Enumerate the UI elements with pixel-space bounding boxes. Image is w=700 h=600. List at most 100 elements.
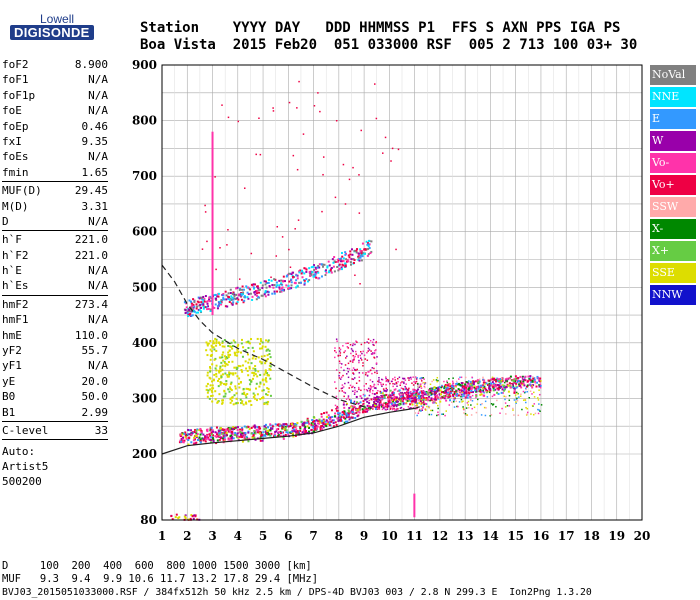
es-point xyxy=(263,354,266,357)
multihop-point xyxy=(363,248,366,251)
x-trace-point xyxy=(473,381,476,384)
x-trace-point xyxy=(469,384,472,387)
tail-point xyxy=(449,387,452,390)
param-label: yF2 xyxy=(2,344,22,358)
spread-point xyxy=(398,376,401,379)
tail-point xyxy=(526,413,528,415)
es-point xyxy=(224,365,227,368)
multihop-point xyxy=(340,257,343,260)
param-row: M(D) 3.31 xyxy=(2,199,108,214)
spread-point xyxy=(391,394,394,396)
x-trace-point xyxy=(466,396,469,399)
o-trace-point xyxy=(221,428,224,431)
multihop-point xyxy=(288,280,291,283)
spread-point xyxy=(415,405,417,407)
legend-item-noval: NoVal xyxy=(650,65,696,85)
es-point xyxy=(222,399,225,402)
multihop-point xyxy=(368,239,371,242)
o-trace-point xyxy=(513,381,516,384)
noise-point xyxy=(255,153,257,156)
spread-point xyxy=(335,338,338,340)
o-trace-point xyxy=(218,438,221,441)
o-trace-point xyxy=(498,378,501,381)
spread-point xyxy=(382,388,385,390)
o-trace-point xyxy=(225,433,228,436)
spread-point xyxy=(381,395,383,397)
x-trace-point xyxy=(263,425,266,428)
spread-point xyxy=(346,346,349,348)
tail-point xyxy=(417,412,420,414)
multihop-point xyxy=(261,286,264,289)
multihop-point xyxy=(214,303,217,306)
o-trace-point xyxy=(380,405,383,408)
x-trace-point xyxy=(223,436,226,439)
x-trace-point xyxy=(259,439,262,442)
multihop-point xyxy=(367,242,370,245)
o-trace-point xyxy=(315,419,318,422)
spread-point xyxy=(351,349,354,352)
es-point xyxy=(227,388,230,391)
spread-point xyxy=(349,343,352,346)
profile-solid-line xyxy=(161,406,420,455)
x-trace-point xyxy=(509,384,512,387)
divider xyxy=(2,230,108,232)
spread-point xyxy=(408,379,410,381)
x-trace-point xyxy=(479,390,482,393)
o-trace-point xyxy=(539,380,542,383)
tail-point xyxy=(532,376,534,378)
es-point xyxy=(261,347,264,350)
o-trace-point xyxy=(350,409,353,412)
es-point xyxy=(244,394,247,397)
param-row: foE N/A xyxy=(2,103,108,118)
spread-point xyxy=(353,368,356,371)
tail-point xyxy=(432,402,434,404)
multihop-point xyxy=(327,260,330,263)
param-label: hmF1 xyxy=(2,313,29,327)
spread-point xyxy=(346,355,348,358)
tail-point xyxy=(479,388,482,391)
spread-point xyxy=(339,348,342,351)
multihop-point xyxy=(200,303,203,306)
tail-point xyxy=(448,378,450,380)
x-trace-point xyxy=(507,390,510,393)
multihop-point xyxy=(300,272,303,275)
multihop-point xyxy=(321,263,324,266)
tail-point xyxy=(440,386,443,389)
multihop-point xyxy=(345,260,348,263)
tail-point xyxy=(470,414,473,416)
es-point xyxy=(207,389,210,392)
o-trace-point xyxy=(486,389,489,392)
param-row: B0 50.0 xyxy=(2,389,108,404)
multihop-point xyxy=(278,279,281,282)
es-point xyxy=(235,366,238,369)
x-trace-point xyxy=(388,395,391,398)
es-point xyxy=(245,396,248,399)
o-trace-point xyxy=(392,397,395,400)
x-trace-point xyxy=(460,382,463,385)
spread-point xyxy=(388,399,390,402)
x-trace-point xyxy=(345,412,348,415)
x-trace-point xyxy=(440,391,443,394)
es-point xyxy=(256,337,259,340)
multihop-point xyxy=(246,291,249,294)
multihop-point xyxy=(219,301,222,304)
tail-point xyxy=(437,379,439,382)
tail-point xyxy=(518,396,520,398)
spread-point xyxy=(386,408,389,411)
y-tick-label: 800 xyxy=(132,114,157,128)
multihop-point xyxy=(186,312,189,315)
x-trace-point xyxy=(204,436,207,439)
es-point xyxy=(230,341,233,344)
tail-point xyxy=(422,377,425,379)
spread-point xyxy=(366,390,369,392)
o-trace-point xyxy=(208,433,211,436)
x-trace-point xyxy=(251,436,254,439)
param-label: M(D) xyxy=(2,199,29,213)
x-trace-point xyxy=(239,430,242,433)
x-trace-point xyxy=(331,415,334,418)
spread-point xyxy=(334,381,336,383)
multihop-point xyxy=(340,266,343,269)
multihop-point xyxy=(328,264,331,267)
es-point xyxy=(244,360,247,363)
x-trace-point xyxy=(420,397,423,400)
